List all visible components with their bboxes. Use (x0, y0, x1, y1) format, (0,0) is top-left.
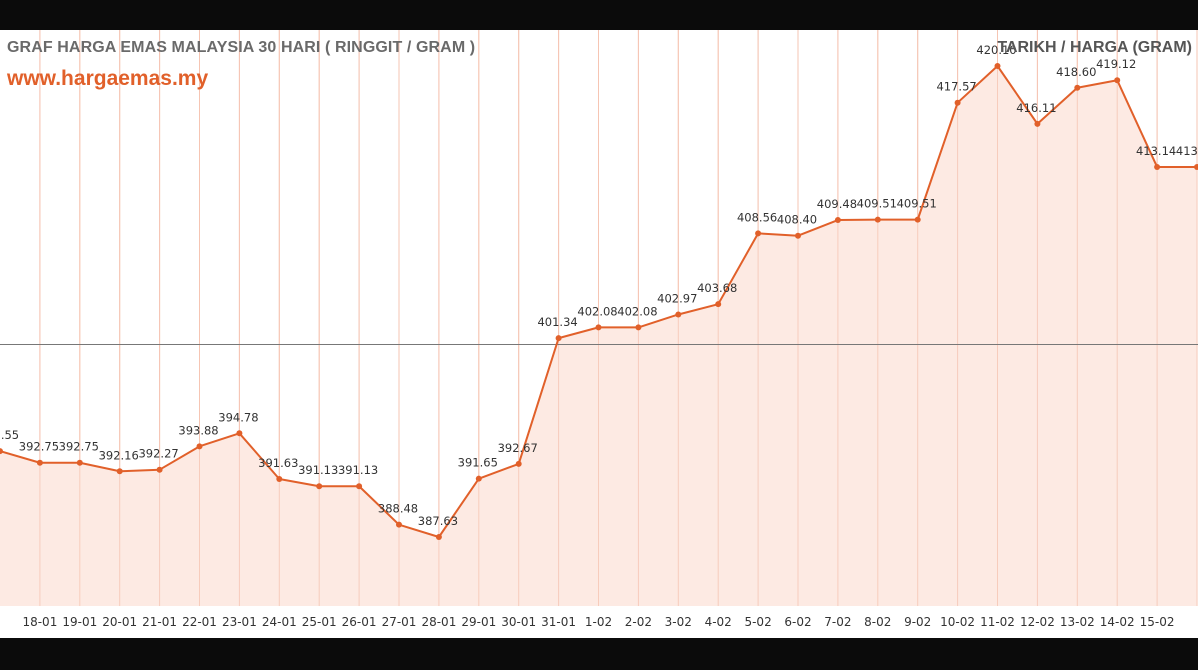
data-point (1114, 77, 1121, 84)
grid-lines-overlay (39, 30, 1198, 606)
data-point (914, 216, 921, 223)
data-label: 413.14 (1136, 144, 1176, 158)
data-label: 402.97 (657, 291, 697, 305)
data-point (1194, 163, 1198, 170)
data-point (715, 301, 722, 308)
data-point (396, 521, 402, 528)
data-point (196, 443, 203, 450)
x-tick-label: 23-01 (222, 615, 257, 629)
data-point (76, 459, 83, 466)
data-label: 391.13 (298, 463, 338, 477)
chart-source-link[interactable]: www.hargaemas.my (7, 67, 209, 90)
x-tick-label: 26-01 (342, 615, 377, 629)
x-tick-label: 19-01 (62, 615, 97, 629)
data-point (834, 217, 841, 224)
x-tick-label: 11-02 (980, 615, 1015, 629)
data-label: 403.68 (697, 281, 737, 295)
x-tick-label: 14-02 (1100, 615, 1135, 629)
data-point (356, 483, 363, 490)
data-point (156, 466, 163, 473)
data-label: 393.88 (178, 423, 218, 437)
x-tick-label: 1-02 (585, 615, 612, 629)
data-label: 402.08 (617, 304, 657, 318)
x-tick-label: 29-01 (461, 615, 496, 629)
legend-label: TARIKH / HARGA (GRAM) (997, 39, 1192, 56)
x-tick-label: 12-02 (1020, 615, 1055, 629)
data-point (435, 534, 442, 540)
data-point (515, 460, 522, 467)
data-label: 393.55 (0, 428, 19, 442)
data-point (116, 468, 123, 475)
x-tick-label: 13-02 (1060, 615, 1095, 629)
data-point (36, 459, 43, 466)
data-label: 408.40 (777, 213, 817, 227)
x-tick-label: 31-01 (541, 615, 576, 629)
data-label: 388.48 (378, 502, 418, 516)
data-label: 391.63 (258, 456, 298, 470)
data-label: 416.11 (1016, 101, 1056, 115)
data-point (236, 430, 243, 437)
x-tick-label: 27-01 (382, 615, 417, 629)
data-label: 409.51 (897, 197, 937, 211)
x-tick-label: 3-02 (665, 615, 692, 629)
x-tick-label: 2-02 (625, 615, 652, 629)
data-label: 392.16 (99, 448, 139, 462)
x-tick-label: 25-01 (302, 615, 337, 629)
data-label: 420.10 (976, 43, 1016, 57)
x-tick-label: 21-01 (142, 615, 177, 629)
data-label: 392.27 (138, 447, 178, 461)
data-label: 409.48 (817, 197, 857, 211)
x-tick-label: 4-02 (705, 615, 732, 629)
data-label: 409.51 (857, 197, 897, 211)
x-tick-label: 18-01 (22, 615, 57, 629)
data-label: 419.12 (1096, 57, 1136, 71)
data-point (595, 324, 602, 331)
data-label: 391.13 (338, 463, 378, 477)
x-tick-label: 15-02 (1140, 615, 1175, 629)
data-point (635, 324, 642, 331)
data-label: 402.08 (577, 304, 617, 318)
data-point (1034, 120, 1041, 127)
x-tick-label: 8-02 (864, 615, 891, 629)
data-point (755, 230, 762, 237)
data-point (555, 335, 562, 342)
data-point (276, 475, 283, 482)
x-tick-label: 6-02 (784, 615, 811, 629)
x-tick-label: 9-02 (904, 615, 931, 629)
data-point (475, 475, 482, 482)
x-tick-label: 22-01 (182, 615, 217, 629)
data-label: 392.75 (19, 440, 59, 454)
chart-title: GRAF HARGA EMAS MALAYSIA 30 HARI ( RINGG… (7, 39, 476, 56)
data-point (795, 232, 801, 239)
data-label: 413.14 (1176, 144, 1198, 158)
x-tick-label: 10-02 (940, 615, 975, 629)
data-point (1154, 163, 1161, 170)
data-label: 392.67 (498, 441, 538, 455)
x-tick-label: 30-01 (501, 615, 536, 629)
x-tick-label: 7-02 (824, 615, 851, 629)
data-label: 394.78 (218, 410, 258, 424)
x-tick-label: 20-01 (102, 615, 137, 629)
data-label: 408.56 (737, 210, 777, 224)
data-label: 391.65 (458, 456, 498, 470)
data-label: 417.57 (936, 80, 976, 94)
data-point (994, 63, 1001, 69)
data-label: 418.60 (1056, 65, 1096, 79)
data-point (316, 483, 323, 490)
data-point (954, 99, 961, 106)
data-label: 401.34 (537, 315, 577, 329)
data-label: 387.63 (418, 514, 458, 528)
x-tick-label: 24-01 (262, 615, 297, 629)
x-tick-label: 28-01 (421, 615, 456, 629)
data-point (0, 448, 3, 455)
x-tick-label: 5-02 (744, 615, 771, 629)
data-point (1074, 84, 1081, 91)
data-label: 392.75 (59, 440, 99, 454)
data-point (874, 216, 881, 223)
data-point (675, 311, 682, 318)
